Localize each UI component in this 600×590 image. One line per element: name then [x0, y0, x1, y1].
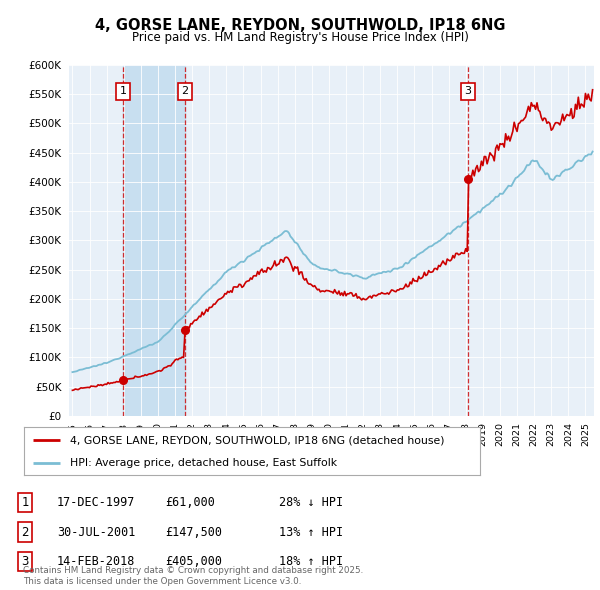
Text: Contains HM Land Registry data © Crown copyright and database right 2025.
This d: Contains HM Land Registry data © Crown c… [23, 566, 363, 586]
Text: 3: 3 [464, 86, 471, 96]
Text: 17-DEC-1997: 17-DEC-1997 [57, 496, 136, 509]
Text: 2: 2 [22, 526, 29, 539]
Text: 1: 1 [22, 496, 29, 509]
Text: 18% ↑ HPI: 18% ↑ HPI [279, 555, 343, 568]
Text: £405,000: £405,000 [165, 555, 222, 568]
Text: 13% ↑ HPI: 13% ↑ HPI [279, 526, 343, 539]
Text: 4, GORSE LANE, REYDON, SOUTHWOLD, IP18 6NG: 4, GORSE LANE, REYDON, SOUTHWOLD, IP18 6… [95, 18, 505, 32]
Text: 2: 2 [181, 86, 188, 96]
Text: 4, GORSE LANE, REYDON, SOUTHWOLD, IP18 6NG (detached house): 4, GORSE LANE, REYDON, SOUTHWOLD, IP18 6… [70, 435, 444, 445]
Text: Price paid vs. HM Land Registry's House Price Index (HPI): Price paid vs. HM Land Registry's House … [131, 31, 469, 44]
Bar [123, 65, 185, 416]
Text: 30-JUL-2001: 30-JUL-2001 [57, 526, 136, 539]
Text: 28% ↓ HPI: 28% ↓ HPI [279, 496, 343, 509]
Text: 14-FEB-2018: 14-FEB-2018 [57, 555, 136, 568]
Text: HPI: Average price, detached house, East Suffolk: HPI: Average price, detached house, East… [70, 458, 337, 468]
Text: 1: 1 [119, 86, 127, 96]
Text: £61,000: £61,000 [165, 496, 215, 509]
Text: £147,500: £147,500 [165, 526, 222, 539]
Text: 3: 3 [22, 555, 29, 568]
